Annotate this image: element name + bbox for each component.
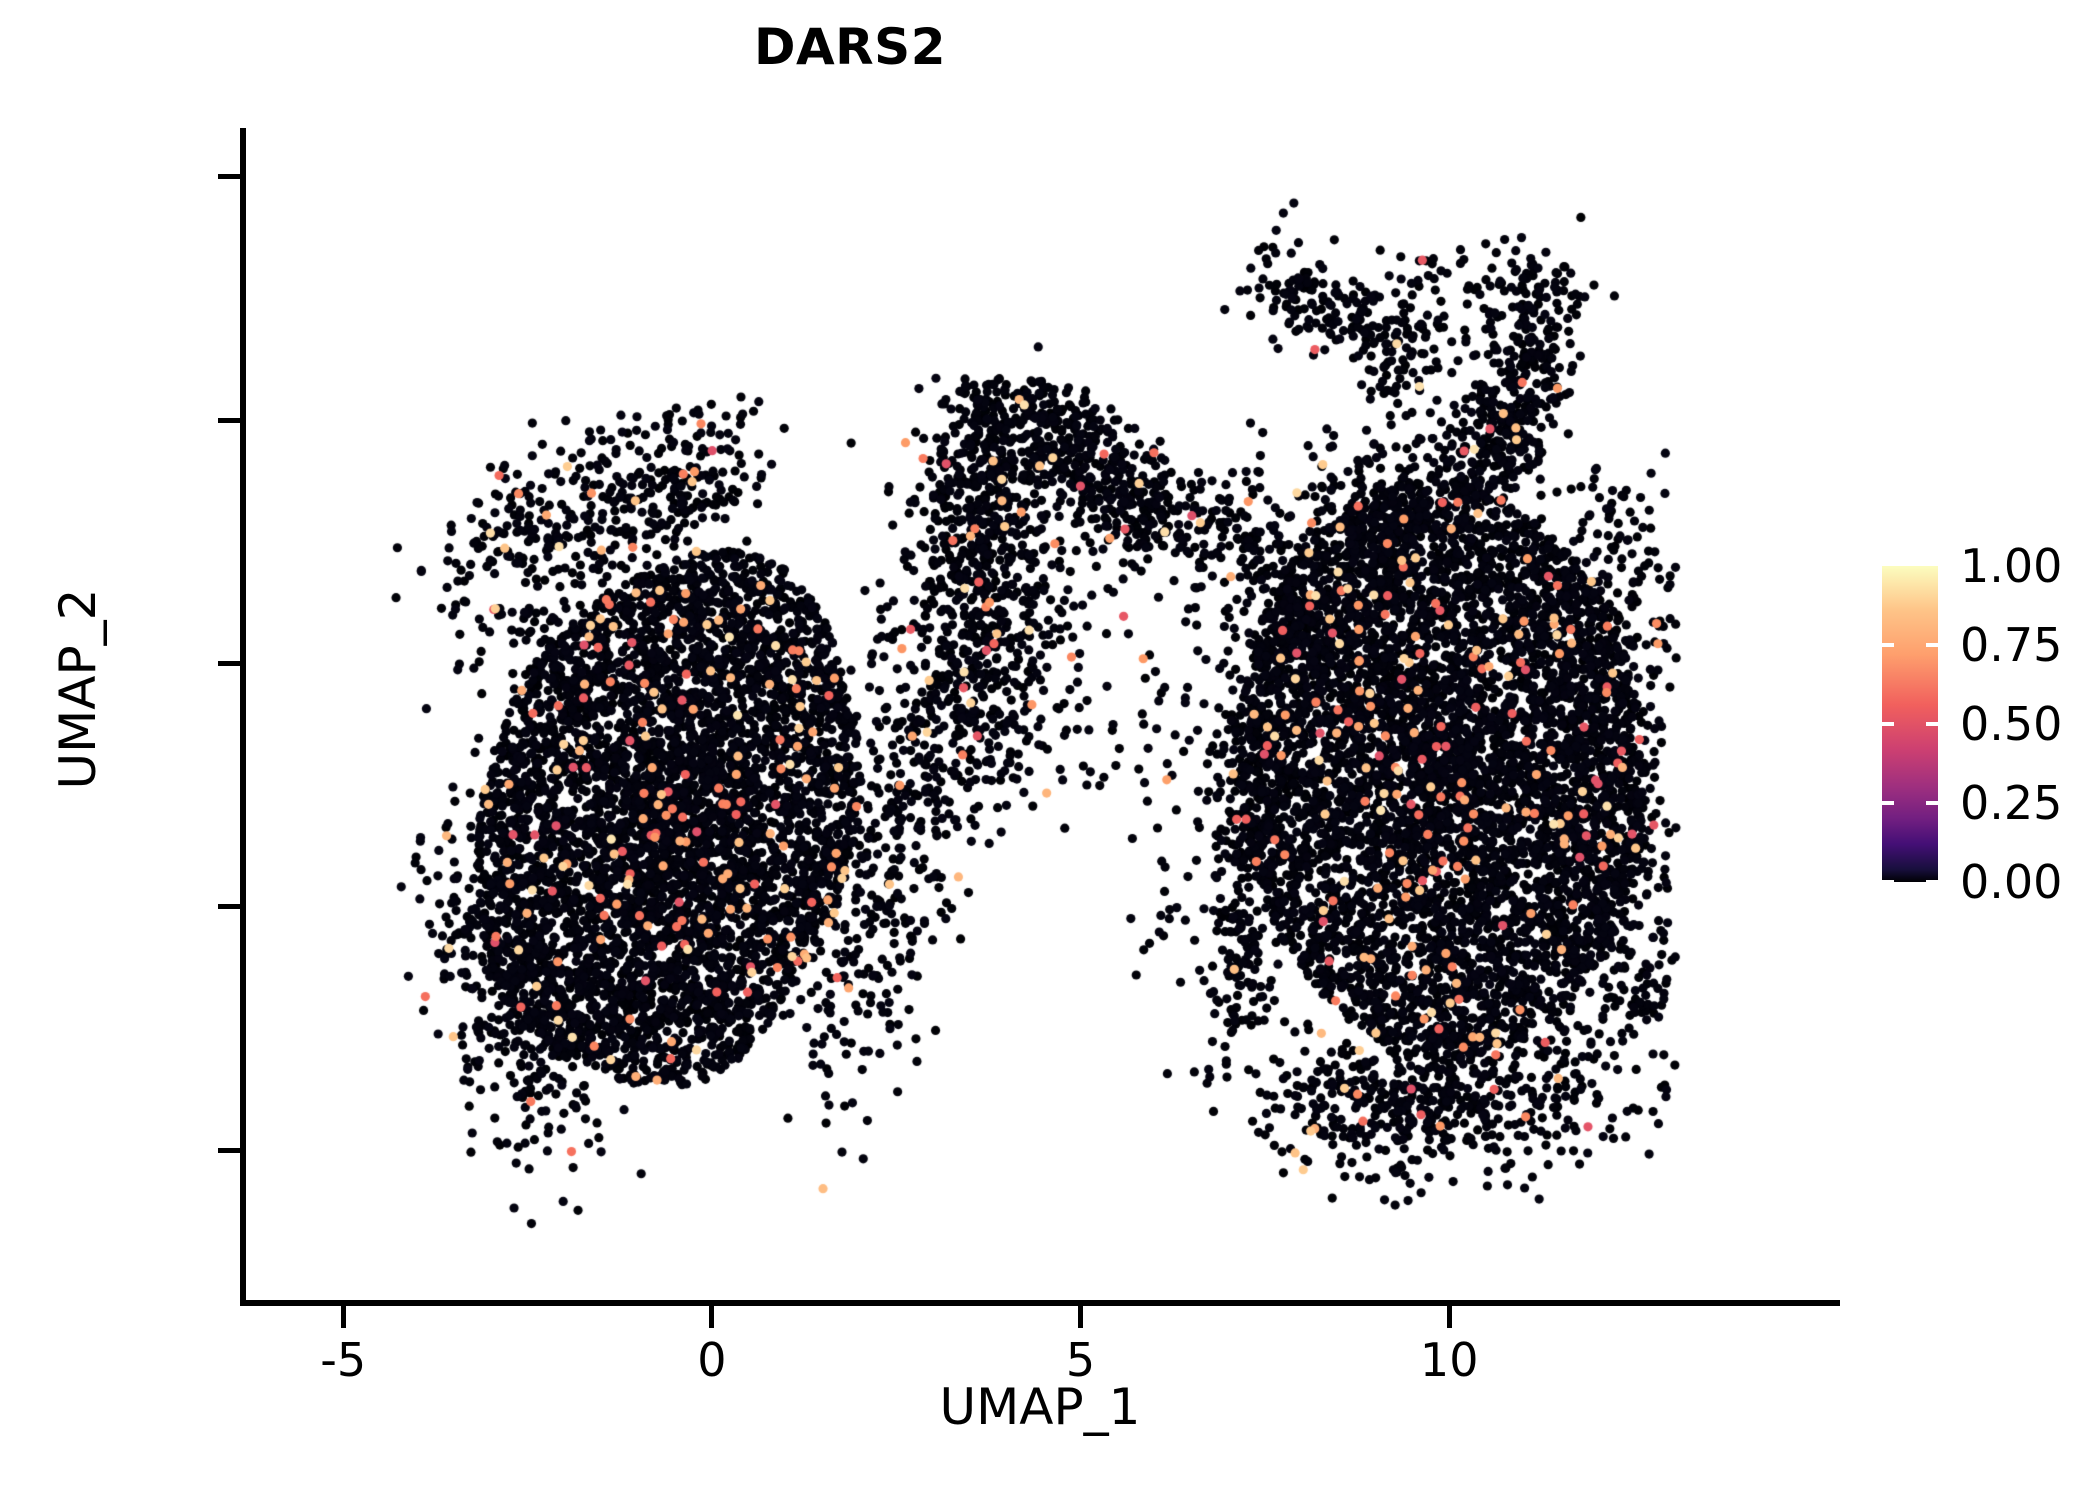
x-axis-spine: [240, 1300, 1840, 1306]
x-tick-mark: [709, 1306, 715, 1328]
y-tick-mark: [218, 174, 240, 180]
colorbar-tick-mark: [1882, 880, 1894, 884]
x-tick-mark: [1078, 1306, 1084, 1328]
y-axis-spine: [240, 128, 246, 1306]
x-tick-label: 10: [1419, 1333, 1479, 1387]
colorbar-tick-mark: [1926, 880, 1938, 884]
y-axis-label: UMAP_2: [49, 588, 107, 790]
colorbar-tick-mark: [1926, 722, 1938, 726]
colorbar-tick-label: 0.00: [1960, 855, 2063, 909]
y-tick-mark: [218, 1147, 240, 1153]
x-tick-label: 5: [1065, 1333, 1096, 1387]
x-tick-mark: [340, 1306, 346, 1328]
x-axis-label: UMAP_1: [939, 1378, 1141, 1436]
colorbar-tick-mark: [1882, 722, 1894, 726]
colorbar-tick-mark: [1926, 643, 1938, 647]
colorbar-tick-label: 0.50: [1960, 697, 2063, 751]
x-tick-label: -5: [320, 1333, 367, 1387]
x-tick-mark: [1446, 1306, 1452, 1328]
colorbar-tick-mark: [1882, 643, 1894, 647]
colorbar-tick-label: 0.25: [1960, 776, 2063, 830]
y-tick-mark: [218, 417, 240, 423]
colorbar-tick-mark: [1882, 801, 1894, 805]
colorbar-tick-mark: [1926, 801, 1938, 805]
page-title: DARS2: [753, 18, 946, 76]
y-tick-mark: [218, 660, 240, 666]
scatter-plot-canvas[interactable]: [240, 128, 1840, 1306]
colorbar-tick-label: 0.75: [1960, 618, 2063, 672]
x-tick-label: 0: [697, 1333, 727, 1387]
y-tick-mark: [218, 904, 240, 910]
colorbar-tick-label: 1.00: [1960, 539, 2063, 593]
